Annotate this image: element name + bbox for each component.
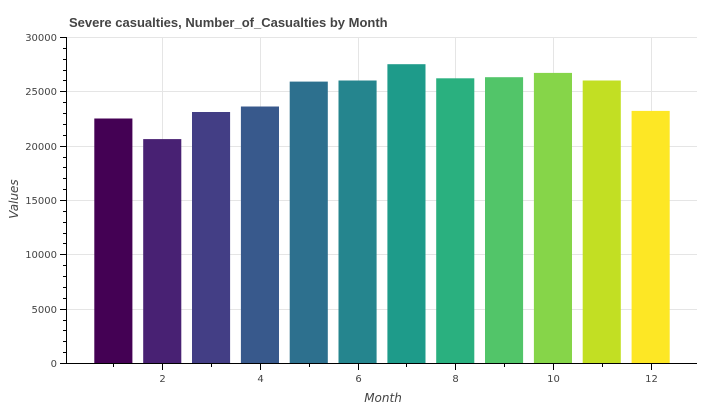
y-tick-label: 25000 xyxy=(25,87,57,98)
x-tick-label: 12 xyxy=(645,374,658,385)
bar-month-6 xyxy=(338,80,377,363)
bars xyxy=(94,64,670,364)
x-tick-label: 4 xyxy=(257,374,263,385)
bar-month-7 xyxy=(387,64,426,363)
bar-month-11 xyxy=(582,80,621,363)
bar-month-2 xyxy=(143,139,182,363)
axes: 0 5000 10000 15000 20000 25000 30000 2 4 6 8 10 12 xyxy=(25,33,697,385)
x-tick-label: 6 xyxy=(355,374,361,385)
bar-month-5 xyxy=(289,81,328,363)
bar-month-9 xyxy=(485,77,524,363)
y-tick-label: 15000 xyxy=(25,196,57,207)
bar-month-8 xyxy=(436,78,475,364)
y-tick-label: 30000 xyxy=(25,33,57,44)
chart-title: Severe casualties, Number_of_Casualties … xyxy=(69,15,388,30)
x-axis-label: Month xyxy=(364,391,402,405)
y-tick-label: 5000 xyxy=(32,305,57,316)
bar-month-3 xyxy=(192,112,231,363)
bar-month-12 xyxy=(631,110,670,364)
y-tick-label: 10000 xyxy=(25,250,57,261)
bar-month-10 xyxy=(533,72,572,364)
y-axis-label: Values xyxy=(7,179,21,218)
y-tick-label: 0 xyxy=(51,359,57,370)
bar-month-4 xyxy=(240,106,279,363)
bar-month-1 xyxy=(94,118,133,363)
x-tick-label: 2 xyxy=(159,374,165,385)
x-tick-label: 10 xyxy=(547,374,560,385)
x-tick-label: 8 xyxy=(452,374,458,385)
y-tick-label: 20000 xyxy=(25,142,57,153)
